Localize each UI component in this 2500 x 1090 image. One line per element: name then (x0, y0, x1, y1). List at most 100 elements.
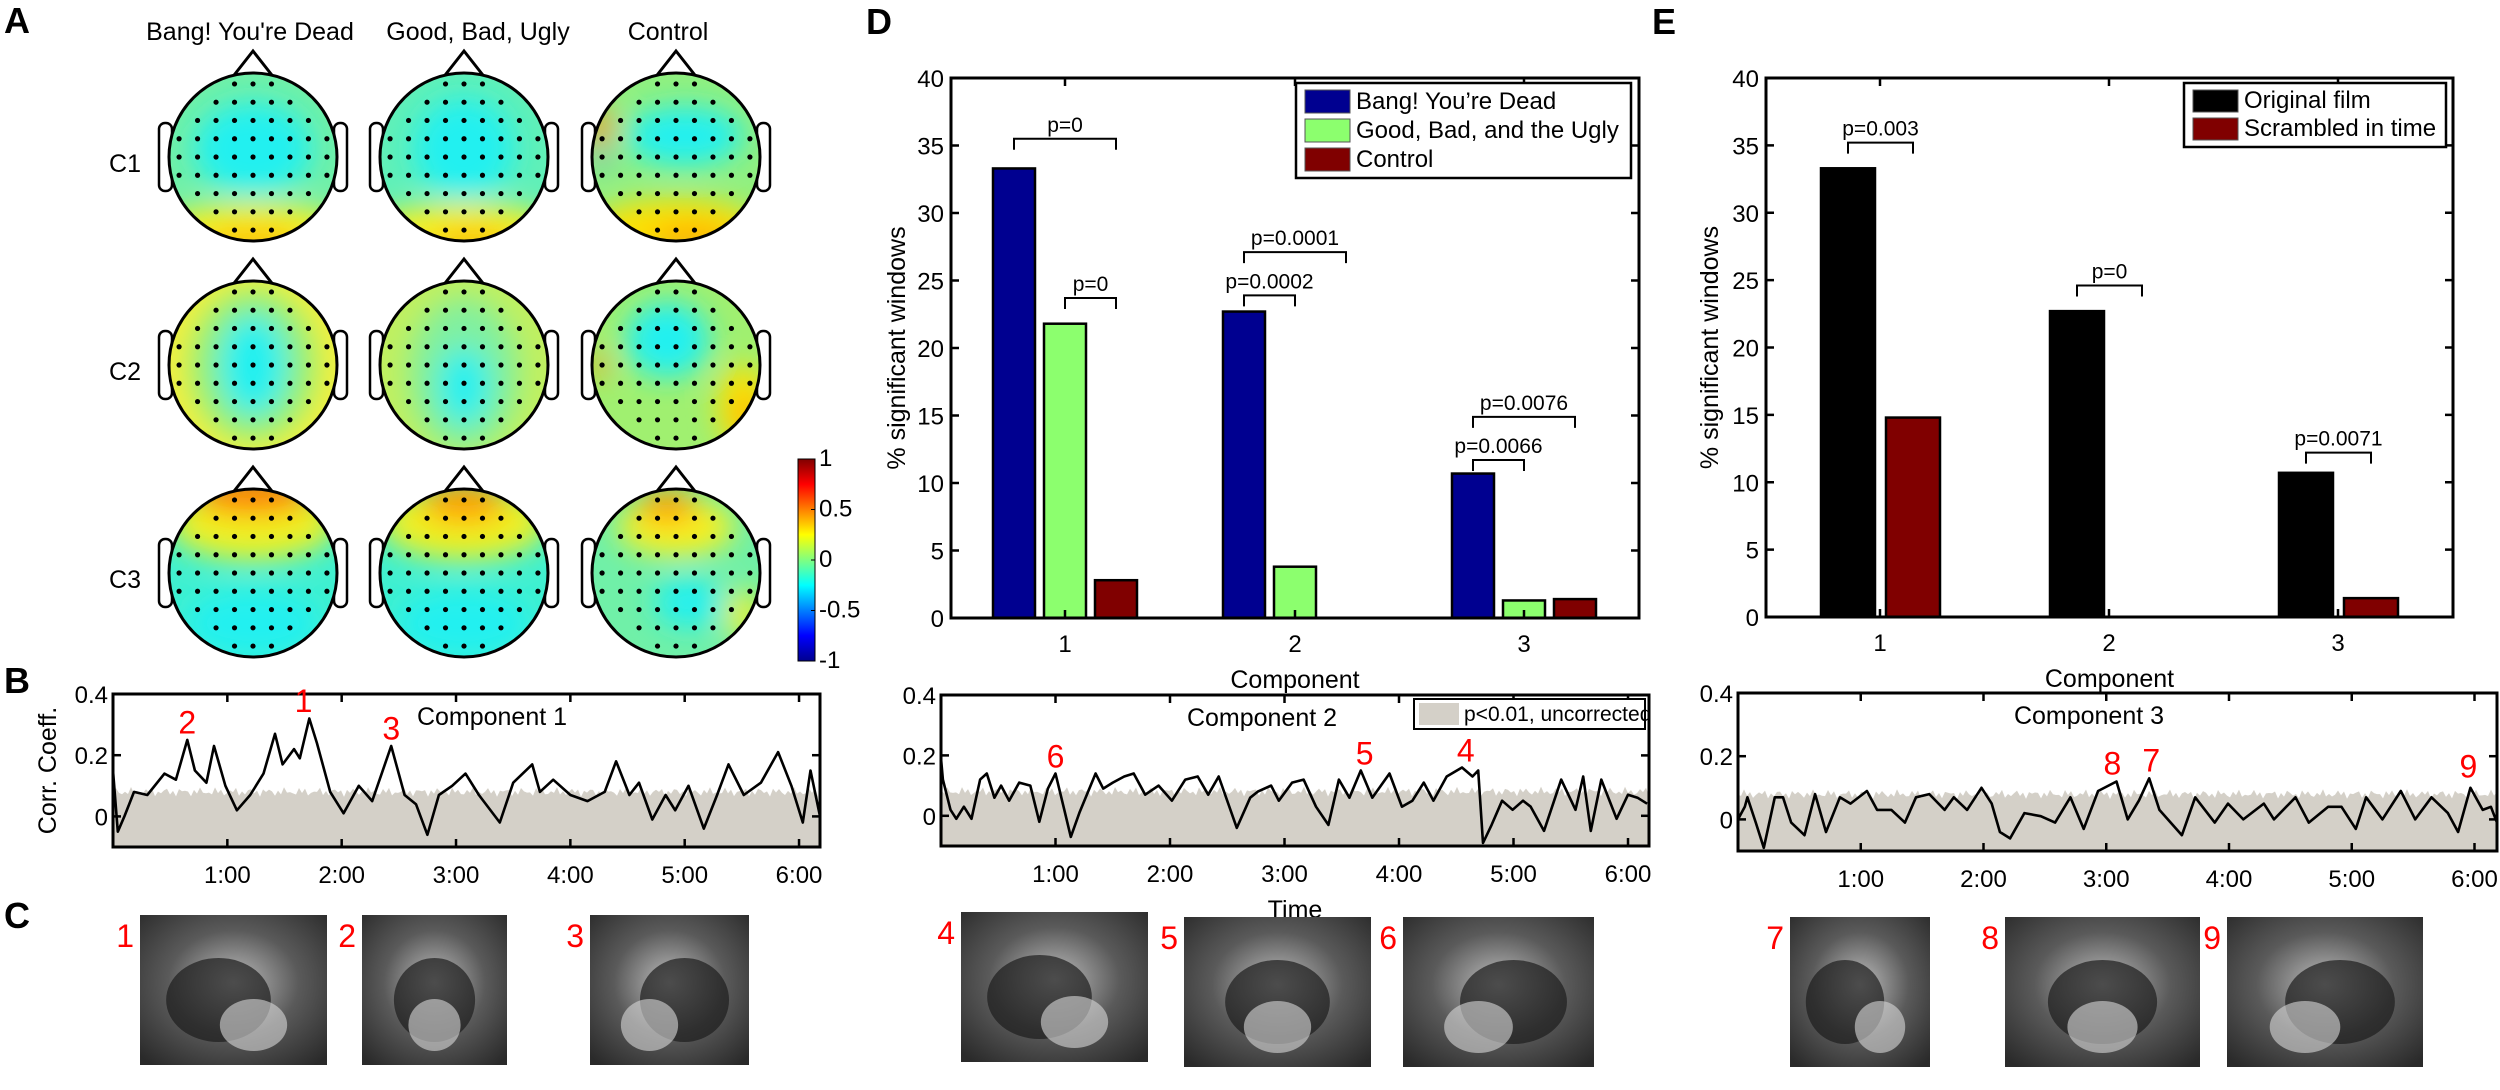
electrode-dot (461, 209, 467, 215)
electrode-dot (479, 606, 486, 613)
peak-label: 9 (2459, 749, 2477, 785)
electrode-dot (535, 588, 541, 594)
electrode-dot (599, 380, 605, 386)
electrode-dot (747, 588, 753, 594)
electrode-dot (287, 209, 293, 215)
significance-bracket (1243, 251, 1347, 264)
electrode-dot (250, 606, 256, 613)
electrode-dot (231, 606, 238, 613)
electrode-dot (498, 99, 504, 105)
electrode-dot (442, 362, 449, 368)
electrode-dot (636, 606, 642, 613)
electrode-dot (424, 154, 430, 160)
electrode-dot (176, 344, 182, 350)
electrode-dot (213, 99, 219, 105)
electrode-dot (636, 533, 642, 540)
electrode-dot (268, 497, 275, 503)
electrode-dot (405, 172, 412, 178)
electrode-dot (287, 570, 293, 576)
p-value-label: p=0.003 (1842, 118, 1919, 141)
electrode-dot (176, 380, 182, 386)
electrode-dot (691, 136, 698, 142)
electrode-dot (747, 552, 753, 558)
electrode-dot (194, 362, 201, 368)
electrode-dot (268, 289, 275, 295)
electrode-dot (710, 344, 716, 350)
p-value-label: p=0.0071 (2294, 428, 2382, 451)
electrode-dot (654, 99, 661, 105)
frame-number: 1 (116, 918, 134, 954)
electrode-dot (535, 570, 541, 576)
nose-icon (229, 464, 277, 496)
electrode-dot (728, 570, 735, 576)
electrode-dot (213, 533, 219, 540)
electrode-dot (405, 588, 412, 594)
electrode-dot (498, 588, 504, 594)
electrode-dot (387, 552, 393, 558)
electrode-dot (231, 325, 238, 332)
electrode-dot (654, 588, 661, 594)
nose-icon (440, 48, 488, 80)
column-header: Bang! You're Dead (146, 18, 354, 46)
electrode-dot (442, 497, 449, 503)
electrode-dot (636, 154, 642, 160)
electrode-dot (599, 344, 605, 350)
electrode-dot (250, 625, 256, 631)
electrode-dot (710, 380, 716, 386)
electrode-dot (636, 99, 642, 105)
electrode-dot (305, 552, 312, 558)
electrode-dot (673, 606, 679, 613)
electrode-dot (673, 552, 679, 558)
electrode-dot (673, 380, 679, 386)
electrode-dot (710, 209, 716, 215)
electrode-dot (387, 172, 393, 178)
electrode-dot (324, 380, 330, 386)
electrode-dot (268, 435, 275, 441)
significance-bracket (2076, 284, 2143, 297)
electrode-dot (617, 172, 624, 178)
electrode-dot (213, 209, 219, 215)
row-label: C1 (109, 150, 141, 178)
electrode-dot (654, 533, 661, 540)
x-tick-label: 3 (1517, 631, 1530, 658)
x-tick-label: 3:00 (433, 862, 480, 889)
electrode-dot (250, 362, 256, 368)
nose-icon (229, 256, 277, 288)
x-tick-label: 3:00 (1261, 861, 1308, 888)
topomap-c1-col3 (580, 48, 772, 243)
electrode-dot (479, 435, 486, 441)
electrode-dot (673, 289, 679, 295)
electrode-dot (691, 154, 698, 160)
electrode-dot (747, 570, 753, 576)
electrode-dot (213, 417, 219, 423)
y-axis-label: % significant windows (883, 226, 911, 469)
y-tick-label: 0 (923, 804, 936, 831)
electrode-dot (673, 172, 679, 178)
bar-scrambled-in-time-3 (2342, 596, 2400, 619)
electrode-dot (673, 398, 679, 405)
electrode-dot (442, 588, 449, 594)
electrode-dot (710, 117, 716, 124)
electrode-dot (599, 570, 605, 576)
electrode-dot (305, 533, 312, 540)
significance-bracket (2305, 451, 2372, 464)
electrode-dot (442, 307, 449, 313)
electrode-dot (728, 588, 735, 594)
electrode-dot (479, 570, 486, 576)
electrode-dot (424, 533, 430, 540)
electrode-dot (479, 497, 486, 503)
bar-bang-you-re-dead-3 (1450, 472, 1496, 620)
electrode-dot (617, 136, 624, 142)
electrode-dot (516, 552, 523, 558)
electrode-dot (176, 172, 182, 178)
electrode-dot (673, 497, 679, 503)
electrode-dot (498, 362, 504, 368)
legend-swatch (2192, 117, 2239, 141)
electrode-dot (691, 190, 698, 197)
head-outline (167, 71, 339, 243)
electrode-dot (636, 136, 642, 142)
electrode-dot (213, 570, 219, 576)
chart-title: Component 3 (2014, 702, 2164, 730)
electrode-dot (654, 227, 661, 233)
